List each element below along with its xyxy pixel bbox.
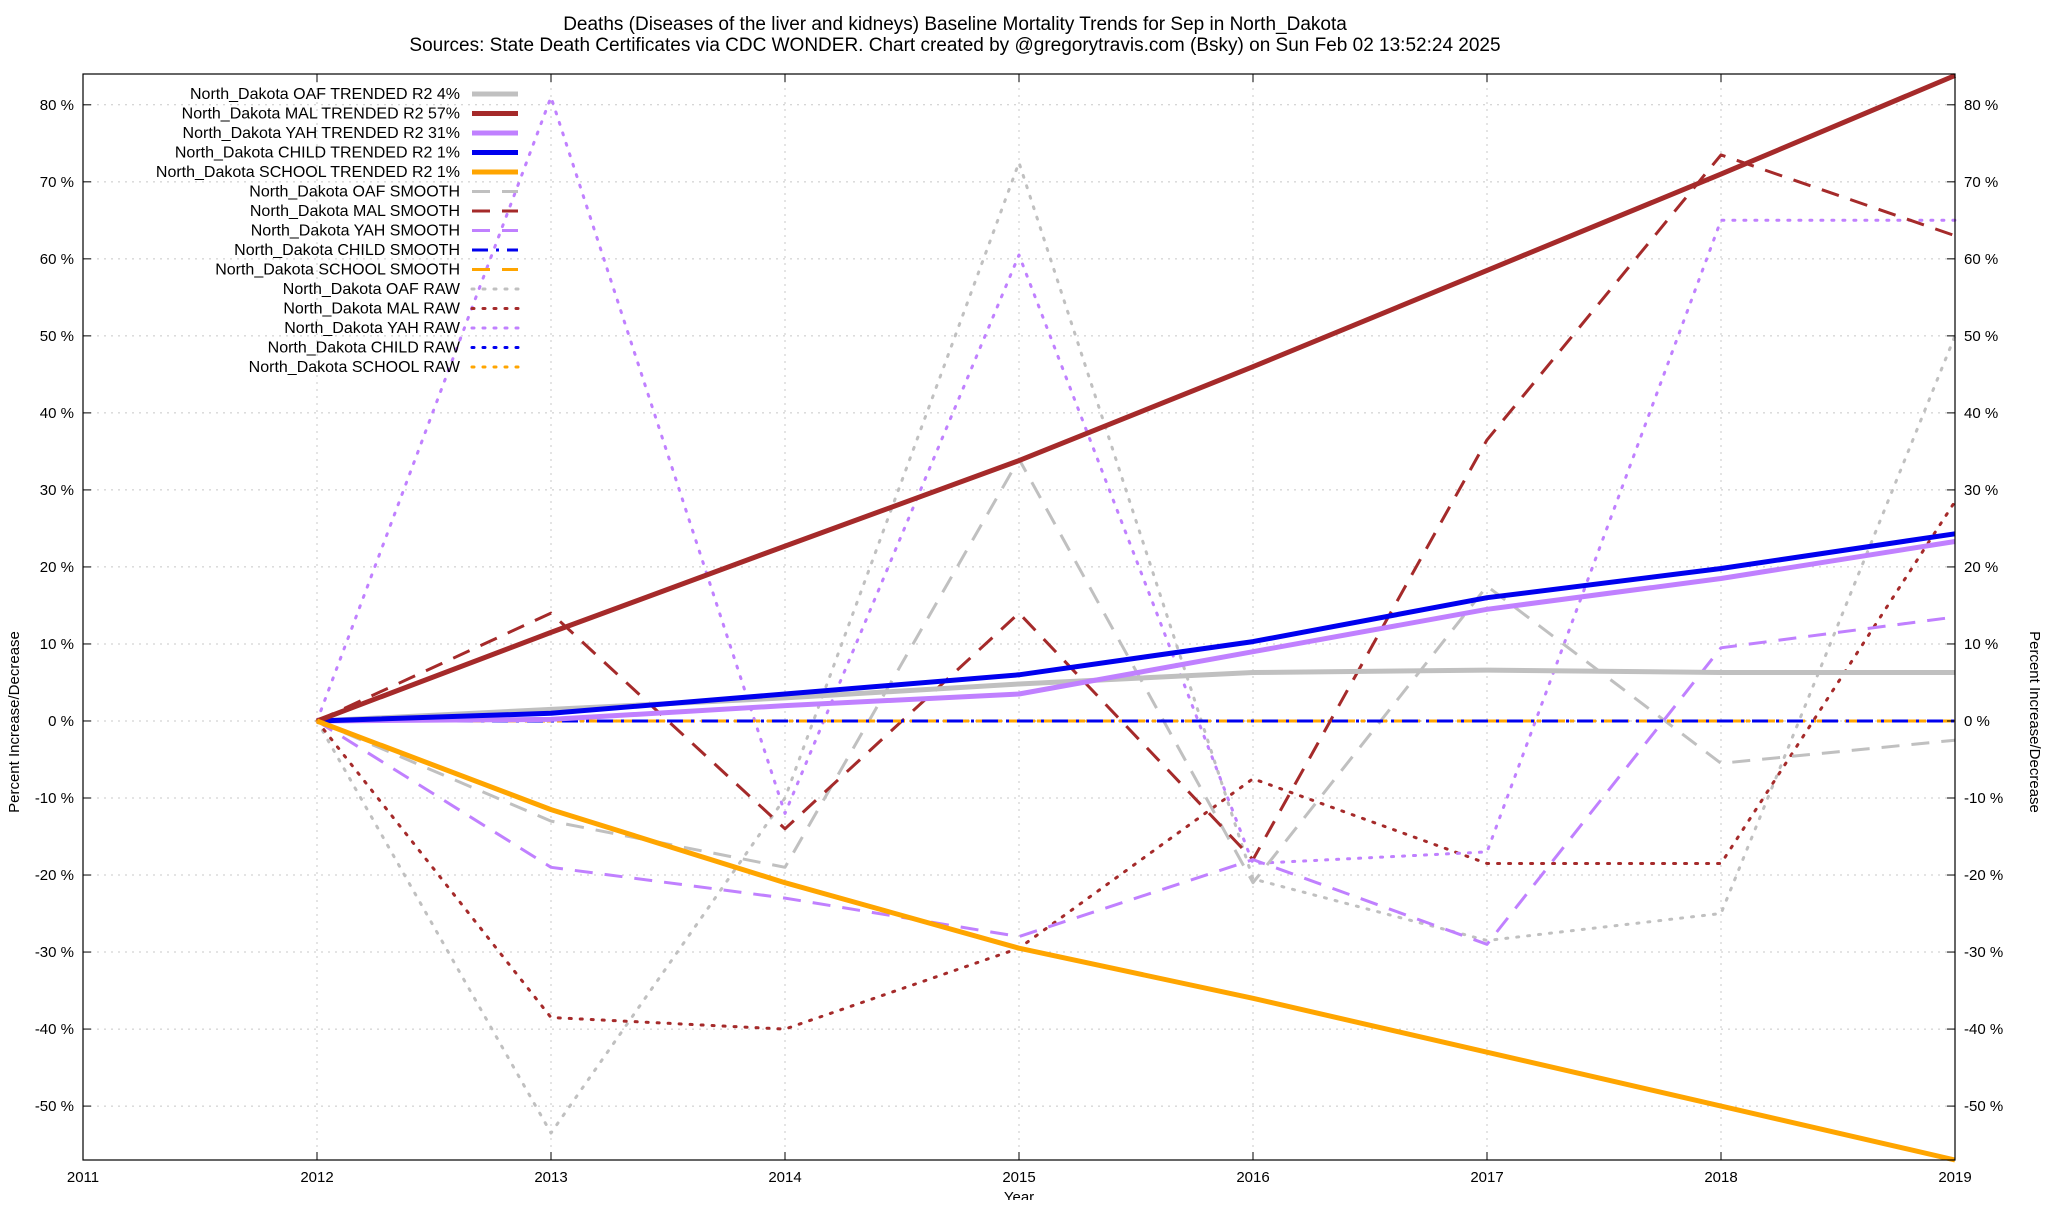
series-line-11 [315, 500, 1957, 1031]
chart-subtitle: Sources: State Death Certificates via CD… [409, 35, 1500, 56]
legend-label: North_Dakota MAL RAW [283, 301, 461, 318]
y-tick-label-left: -10 % [35, 790, 74, 807]
series-line-2 [316, 539, 1956, 724]
legend-label: North_Dakota MAL TRENDED R2 57% [182, 106, 460, 123]
legend-label: North_Dakota OAF TRENDED R2 4% [190, 86, 460, 103]
x-tick-label: 2017 [1470, 1169, 1503, 1186]
y-axis-label-right: Percent Increase/Decrease [2026, 631, 2043, 813]
y-tick-label-left: 20 % [40, 559, 74, 576]
legend: North_Dakota OAF TRENDED R2 4% North_Dako… [156, 86, 520, 376]
x-tick-label: 2016 [1236, 1169, 1269, 1186]
series-line-0 [316, 667, 1955, 724]
y-tick-label-right: 10 % [1964, 636, 1998, 653]
y-tick-label-right: 80 % [1964, 97, 1998, 114]
y-tick-label-right: 0 % [1964, 713, 1990, 730]
y-tick-label-left: -50 % [35, 1098, 74, 1115]
series-layer [315, 73, 1957, 1163]
y-tick-label-right: 60 % [1964, 251, 1998, 268]
y-tick-label-right: -20 % [1964, 867, 2003, 884]
y-tick-label-right: -30 % [1964, 944, 2003, 961]
legend-label: North_Dakota CHILD TRENDED R2 1% [175, 145, 460, 162]
x-tick-label: 2014 [768, 1169, 801, 1186]
legend-label: North_Dakota CHILD SMOOTH [234, 242, 460, 259]
legend-label: North_Dakota YAH TRENDED R2 31% [183, 125, 460, 142]
x-tick-label: 2019 [1938, 1169, 1971, 1186]
legend-label: North_Dakota SCHOOL TRENDED R2 1% [156, 164, 460, 181]
y-tick-label-right: 70 % [1964, 174, 1998, 191]
series-line-4 [316, 718, 1956, 1163]
y-axis-label-left: Percent Increase/Decrease [6, 631, 23, 813]
legend-label: North_Dakota SCHOOL SMOOTH [215, 262, 460, 279]
y-tick-label-left: -40 % [35, 1021, 74, 1038]
y-tick-label-left: 0 % [48, 713, 74, 730]
y-tick-label-left: 70 % [40, 174, 74, 191]
legend-label: North_Dakota MAL SMOOTH [250, 203, 460, 220]
x-tick-label: 2011 [67, 1169, 99, 1186]
x-tick-label: 2018 [1704, 1169, 1737, 1186]
y-tick-label-right: 50 % [1964, 328, 1998, 345]
x-axis-label: Year [1004, 1189, 1034, 1200]
series-line-7 [316, 615, 1956, 946]
series-line-1 [316, 73, 1956, 724]
series-line-3 [316, 531, 1956, 724]
legend-label: North_Dakota OAF RAW [283, 281, 461, 298]
y-tick-label-left: 60 % [40, 251, 74, 268]
series-line-12 [315, 95, 1957, 865]
y-tick-label-left: -30 % [35, 944, 74, 961]
y-tick-label-right: -10 % [1964, 790, 2003, 807]
legend-label: North_Dakota CHILD RAW [268, 340, 461, 357]
tick-layer: 2011 2012 2013 2014 2015 2016 2017 2018 2019 -50 … [35, 74, 2003, 1186]
chart-title: Deaths (Diseases of the liver and kidney… [563, 14, 1347, 35]
x-tick-label: 2013 [534, 1169, 567, 1186]
series-line-6 [316, 153, 1956, 862]
y-tick-label-left: 30 % [40, 482, 74, 499]
legend-label: North_Dakota OAF SMOOTH [249, 184, 460, 201]
y-tick-label-left: 40 % [40, 405, 74, 422]
legend-label: North_Dakota YAH SMOOTH [251, 223, 460, 240]
y-tick-label-left: 50 % [40, 328, 74, 345]
y-tick-label-right: 30 % [1964, 482, 1998, 499]
y-tick-label-left: -20 % [35, 867, 74, 884]
legend-label: North_Dakota YAH RAW [284, 320, 461, 337]
y-tick-label-right: 20 % [1964, 559, 1998, 576]
y-tick-label-right: -50 % [1964, 1098, 2003, 1115]
y-tick-label-left: 80 % [40, 97, 74, 114]
x-tick-label: 2015 [1002, 1169, 1035, 1186]
series-line-10 [315, 161, 1957, 1135]
y-tick-label-left: 10 % [40, 636, 74, 653]
legend-label: North_Dakota SCHOOL RAW [249, 359, 461, 376]
x-tick-label: 2012 [300, 1169, 333, 1186]
y-tick-label-right: -40 % [1964, 1021, 2003, 1038]
y-tick-label-right: 40 % [1964, 405, 1998, 422]
